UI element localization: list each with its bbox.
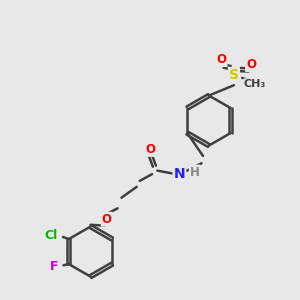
- Text: N: N: [174, 167, 185, 181]
- Text: H: H: [190, 166, 200, 178]
- Text: O: O: [145, 143, 155, 156]
- Text: S: S: [229, 68, 239, 82]
- Text: O: O: [102, 213, 112, 226]
- Text: CH₃: CH₃: [244, 79, 266, 89]
- Text: O: O: [217, 53, 226, 66]
- Text: Cl: Cl: [44, 229, 57, 242]
- Text: F: F: [50, 260, 58, 273]
- Text: O: O: [246, 58, 256, 71]
